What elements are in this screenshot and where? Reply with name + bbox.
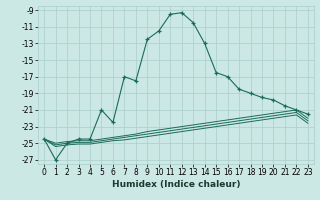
X-axis label: Humidex (Indice chaleur): Humidex (Indice chaleur) <box>112 180 240 189</box>
